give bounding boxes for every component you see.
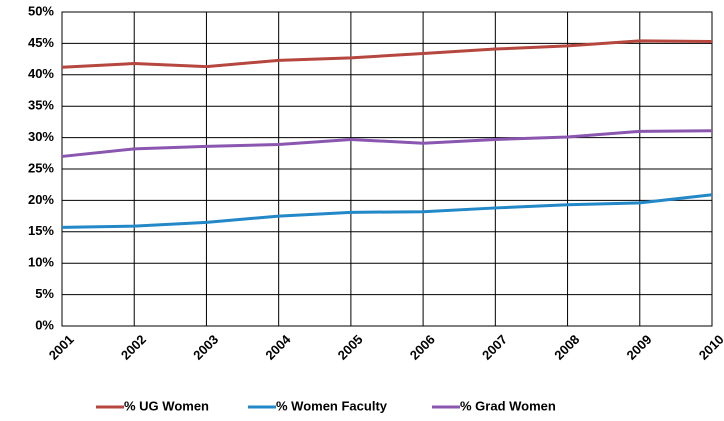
series-line xyxy=(61,39,713,69)
y-tick-label: 20% xyxy=(28,192,54,207)
x-tick-label: 2002 xyxy=(118,332,149,363)
y-tick-label: 25% xyxy=(28,160,54,175)
series-line xyxy=(61,193,713,229)
x-tick-label: 2007 xyxy=(479,332,510,363)
y-tick-label: 15% xyxy=(28,223,54,238)
y-tick-label: 45% xyxy=(28,35,54,50)
y-tick-label: 50% xyxy=(28,3,54,18)
x-tick-label: 2006 xyxy=(407,332,438,363)
x-tick-label: 2008 xyxy=(551,332,582,363)
y-tick-label: 0% xyxy=(35,317,54,332)
y-tick-label: 5% xyxy=(35,286,54,301)
y-tick-label: 40% xyxy=(28,66,54,81)
x-tick-label: 2001 xyxy=(46,332,77,363)
legend-label: % Women Faculty xyxy=(276,398,388,413)
plot-border xyxy=(61,11,713,327)
x-tick-label: 2009 xyxy=(623,332,654,363)
x-tick-label: 2004 xyxy=(262,331,294,363)
series-line xyxy=(61,129,713,158)
x-tick-label: 2003 xyxy=(190,332,221,363)
y-tick-label: 10% xyxy=(28,255,54,270)
legend-label: % Grad Women xyxy=(460,398,556,413)
legend-label: % UG Women xyxy=(124,398,209,413)
x-tick-label: 2005 xyxy=(335,332,366,363)
y-tick-label: 35% xyxy=(28,98,54,113)
y-tick-label: 30% xyxy=(28,129,54,144)
x-tick-label: 2010 xyxy=(696,332,724,363)
